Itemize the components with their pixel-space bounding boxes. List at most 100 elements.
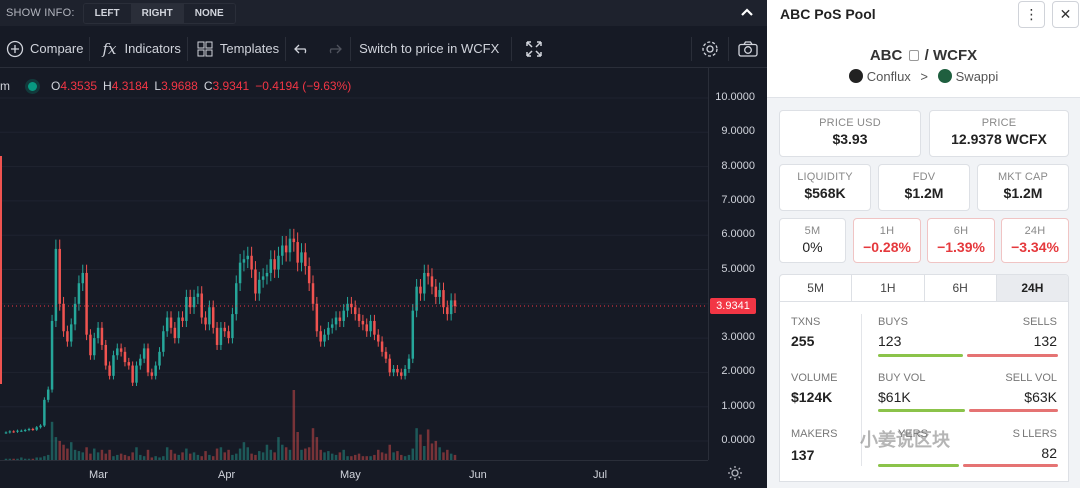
indicators-button[interactable]: fx Indicators bbox=[90, 30, 186, 68]
show-info-bar: SHOW INFO: LEFT RIGHT NONE bbox=[0, 0, 767, 26]
tab-24h[interactable]: 24H bbox=[996, 275, 1068, 301]
candle-body bbox=[165, 317, 169, 332]
volume-bar bbox=[215, 448, 219, 460]
volume-bar bbox=[165, 447, 169, 460]
volume-bar bbox=[423, 446, 426, 460]
candle-body bbox=[415, 286, 418, 311]
candle-body bbox=[131, 365, 134, 383]
volume-bar bbox=[154, 456, 157, 460]
candle-body bbox=[150, 372, 154, 376]
change-1h-box[interactable]: 1H −0.28% bbox=[853, 218, 921, 263]
candle-body bbox=[181, 317, 184, 321]
tab-5m[interactable]: 5M bbox=[780, 275, 853, 301]
mktcap-box: MKT CAP $1.2M bbox=[977, 164, 1069, 211]
change-5m-box[interactable]: 5M 0% bbox=[779, 218, 846, 263]
copy-icon[interactable] bbox=[908, 50, 919, 61]
candle-body bbox=[135, 365, 138, 383]
compare-label: Compare bbox=[30, 41, 84, 56]
tab-6h[interactable]: 6H bbox=[925, 275, 997, 301]
axis-settings-icon[interactable] bbox=[727, 465, 743, 485]
change-1h-label: 1H bbox=[879, 225, 895, 237]
volume-bar bbox=[323, 452, 326, 460]
candle-body bbox=[323, 334, 326, 342]
volume-bar bbox=[373, 454, 376, 460]
price-axis[interactable]: 10.00009.00008.00007.00006.00005.00004.0… bbox=[708, 68, 767, 460]
price-usd-label: PRICE USD bbox=[819, 117, 881, 129]
plus-circle-icon bbox=[6, 40, 24, 58]
redo-icon[interactable] bbox=[318, 30, 350, 68]
price-axis-tick: 1.0000 bbox=[721, 399, 755, 412]
candle-body bbox=[357, 314, 361, 321]
base-token: ABC bbox=[869, 47, 903, 64]
show-info-toggle: LEFT RIGHT NONE bbox=[82, 2, 236, 24]
conflux-icon bbox=[848, 69, 863, 83]
chevron-up-icon[interactable] bbox=[741, 4, 753, 20]
volume-bar bbox=[438, 447, 441, 460]
candle-body bbox=[123, 351, 127, 363]
buy-vol-label: BUY VOL bbox=[878, 372, 926, 384]
chain-link[interactable]: Conflux bbox=[866, 69, 911, 84]
volume-bar bbox=[27, 458, 31, 460]
candle-body bbox=[330, 324, 334, 328]
templates-button[interactable]: Templates bbox=[188, 30, 285, 68]
candle-body bbox=[388, 358, 392, 373]
sellers-bar bbox=[963, 464, 1058, 467]
show-info-right-button[interactable]: RIGHT bbox=[130, 3, 184, 23]
volume-bar bbox=[307, 447, 311, 460]
toolbar-divider bbox=[511, 36, 513, 61]
fullscreen-icon[interactable] bbox=[512, 30, 556, 68]
volume-bar bbox=[192, 452, 196, 460]
volume-bar bbox=[269, 449, 273, 460]
volume-bar bbox=[150, 457, 154, 460]
volume-bar bbox=[388, 444, 392, 460]
more-options-icon[interactable]: ⋮ bbox=[1018, 1, 1045, 28]
show-info-left-button[interactable]: LEFT bbox=[83, 3, 131, 23]
show-info-label: SHOW INFO: bbox=[6, 7, 75, 19]
buy-vol-bar bbox=[878, 409, 965, 412]
candle-body bbox=[426, 272, 430, 277]
dex-link[interactable]: Swappi bbox=[955, 69, 999, 84]
show-info-none-button[interactable]: NONE bbox=[183, 3, 235, 23]
candlestick-chart[interactable] bbox=[0, 68, 708, 460]
sellers-label: S LLERS bbox=[1012, 428, 1057, 440]
volume-bar bbox=[62, 444, 65, 460]
candle-body bbox=[158, 351, 161, 366]
volume-bar bbox=[104, 453, 108, 460]
close-icon[interactable]: ✕ bbox=[1052, 1, 1079, 28]
time-axis[interactable]: Mar Apr May Jun Jul bbox=[0, 460, 708, 488]
candle-body bbox=[215, 327, 219, 345]
change-6h-label: 6H bbox=[953, 225, 969, 237]
compare-button[interactable]: Compare bbox=[0, 30, 89, 68]
candle-body bbox=[277, 255, 280, 270]
candle-body bbox=[139, 358, 142, 366]
candle-body bbox=[112, 355, 115, 376]
volume-bar bbox=[200, 456, 203, 460]
change-24h-box[interactable]: 24H −3.34% bbox=[1001, 218, 1069, 263]
undo-icon[interactable] bbox=[286, 30, 318, 68]
settings-gear-icon[interactable] bbox=[692, 30, 728, 68]
volume-bar bbox=[66, 448, 69, 460]
volume-bar bbox=[258, 451, 261, 460]
volume-bar bbox=[46, 454, 50, 460]
candle-body bbox=[69, 324, 73, 342]
change-6h-box[interactable]: 6H −1.39% bbox=[927, 218, 995, 263]
candle-body bbox=[392, 368, 395, 373]
volume-bar bbox=[89, 453, 92, 460]
quote-token: / WCFX bbox=[924, 47, 978, 64]
volume-bar bbox=[146, 449, 150, 460]
txns-value: 255 bbox=[791, 333, 815, 349]
candle-body bbox=[16, 430, 19, 432]
switch-price-button[interactable]: Switch to price in WCFX bbox=[359, 41, 500, 56]
candle-body bbox=[365, 324, 368, 332]
camera-icon[interactable] bbox=[729, 30, 767, 68]
volume-bar bbox=[108, 449, 111, 460]
stats-block: TXNS 255 BUYS 123 SELLS 132 VOLUME $124K… bbox=[779, 302, 1069, 482]
volume-bar bbox=[4, 458, 8, 460]
makers-value: 137 bbox=[791, 447, 815, 463]
sells-bar bbox=[967, 354, 1058, 357]
volume-bar bbox=[112, 456, 115, 460]
candle-body bbox=[185, 296, 188, 321]
tab-1h[interactable]: 1H bbox=[852, 275, 925, 301]
chart-panel[interactable]: SHOW INFO: LEFT RIGHT NONE Compare fx In… bbox=[0, 0, 767, 488]
volume-bar bbox=[211, 456, 215, 460]
